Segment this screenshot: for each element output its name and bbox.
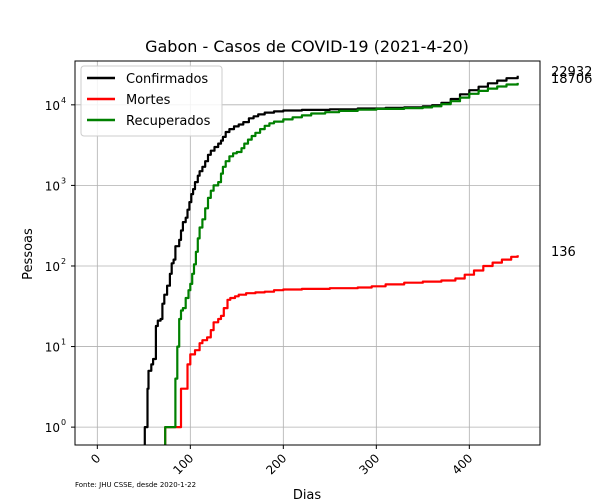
series-layer — [143, 75, 519, 445]
y-tick-label: 10 — [45, 260, 60, 274]
gridlines — [75, 61, 540, 445]
plot-frame — [74, 60, 541, 446]
legend-box — [80, 65, 223, 137]
legend: Confirmados Mortes Recuperados — [80, 65, 223, 137]
y-tick-exponent: 2 — [61, 257, 66, 266]
series-line-recuperados — [164, 82, 519, 445]
y-tick-exponent: 1 — [61, 338, 66, 347]
chart-title: Gabon - Casos de COVID-19 (2021-4-20) — [145, 37, 469, 56]
y-tick-label: 10 — [45, 179, 60, 193]
legend-label-mortes: Mortes — [126, 93, 171, 108]
y-tick-label: 10 — [45, 421, 60, 435]
y-tick-exponent: 4 — [61, 96, 66, 105]
series-line-mortes — [164, 255, 519, 445]
end-label-mortes: 136 — [551, 245, 576, 260]
y-tick-label: 10 — [45, 341, 60, 355]
y-tick-exponent: 3 — [61, 176, 66, 185]
y-tick-exponent: 0 — [61, 418, 66, 427]
y-tick-label: 10 — [45, 99, 60, 113]
legend-label-recuperados: Recuperados — [126, 114, 211, 129]
end-label-recuperados: 18706 — [551, 72, 592, 87]
end-label-confirmados: 22932 — [551, 65, 592, 80]
source-footnote: Fonte: JHU CSSE, desde 2020-1-22 — [75, 481, 196, 489]
x-axis-label: Dias — [293, 488, 322, 500]
legend-label-confirmados: Confirmados — [126, 72, 208, 87]
y-axis-label: Pessoas — [21, 228, 36, 280]
